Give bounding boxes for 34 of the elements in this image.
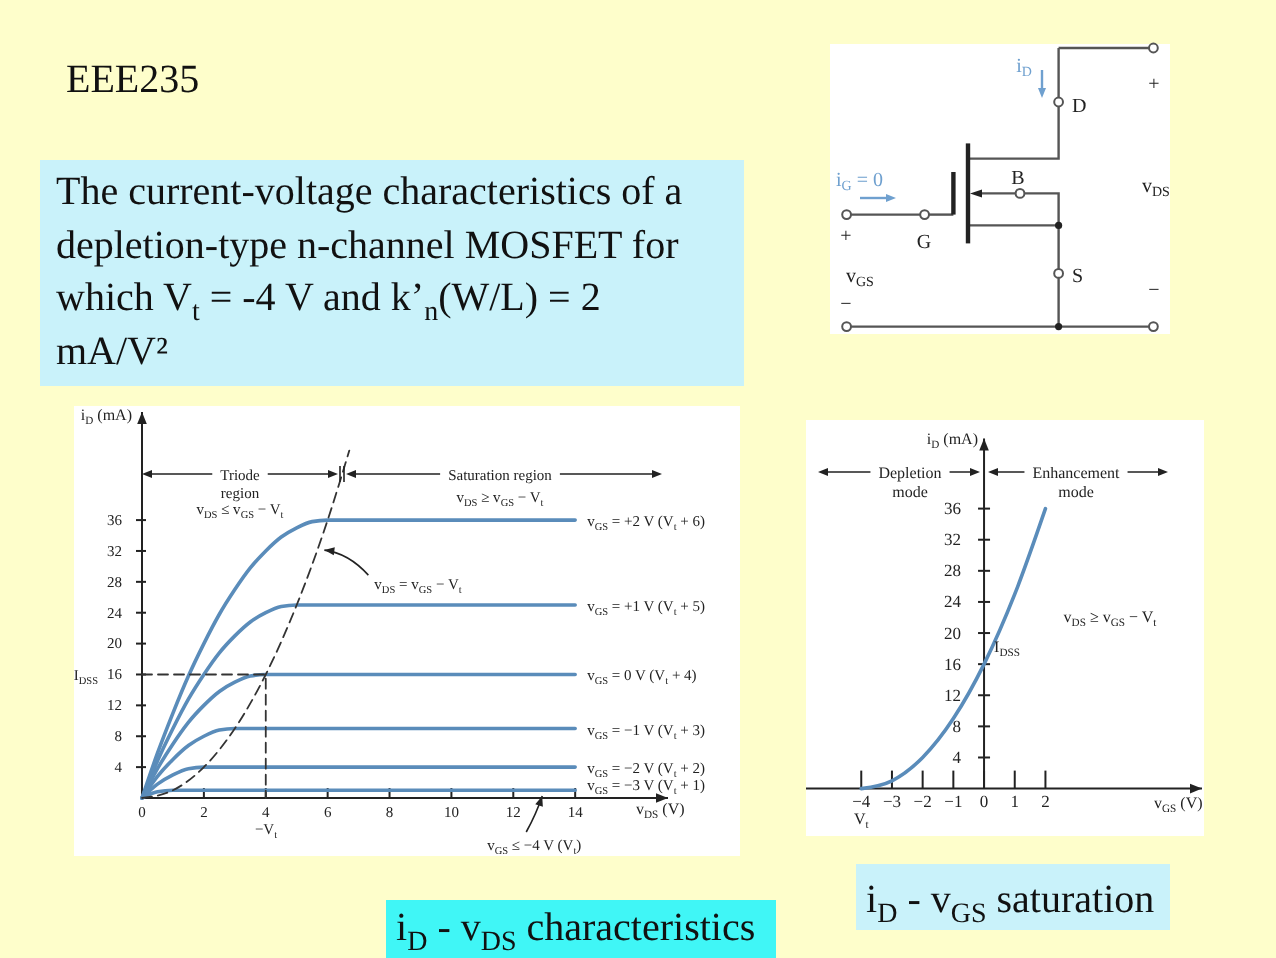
y-tick-label: 8	[952, 715, 962, 736]
x-tick-label: 1	[1010, 790, 1019, 811]
text: i$_{G}$ = 0	[836, 170, 883, 195]
x-tick-label: 0	[979, 790, 989, 811]
text: i$_{D}$ - v$_{DS}$ characteristics	[396, 906, 756, 958]
x-tick-label: −1	[944, 790, 963, 811]
text: −	[1148, 280, 1161, 302]
text: i$_{D}$	[1016, 56, 1032, 81]
y-tick-label: 32	[944, 529, 962, 550]
y-tick-label: 28	[944, 560, 962, 581]
x-tick-label: −3	[882, 790, 901, 811]
text: B	[1011, 168, 1026, 190]
y-tick-label: 16	[944, 653, 962, 674]
y-tick-label: 36	[944, 498, 962, 519]
text: i$_{D}$ - v$_{GS}$ saturation	[866, 878, 1155, 930]
y-tick-label: 20	[944, 622, 962, 643]
text: D	[1072, 96, 1087, 118]
text: EEE235	[66, 58, 200, 102]
x-tick-label: 2	[1041, 790, 1050, 811]
x-tick-label: −2	[913, 790, 932, 811]
y-tick-label: 24	[944, 591, 963, 612]
text: S	[1072, 266, 1084, 288]
text: v$_{GS}$	[846, 266, 875, 291]
text: v$_{DS}$	[1142, 176, 1171, 201]
text: +	[840, 226, 853, 248]
x-tick-label: −4	[852, 790, 872, 811]
y-tick-label: 12	[944, 684, 962, 705]
y-tick-label: 4	[952, 746, 963, 767]
text: +	[1148, 74, 1161, 96]
text: G	[916, 232, 932, 254]
annotation: Enhancement mode	[1032, 464, 1122, 501]
text: The current-voltage characteristics of a depletion-type n-channel MOSFET for which V$_{t}$ = -4 V and k’$_{n}$(W/L) = 2 mA/V²	[56, 170, 683, 373]
annotation: Depletion mode	[878, 464, 942, 501]
text: −	[840, 294, 853, 316]
